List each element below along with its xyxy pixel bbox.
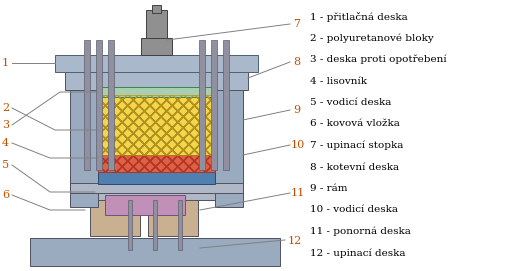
- Bar: [223, 40, 229, 170]
- Bar: [30, 238, 280, 266]
- Text: 11: 11: [291, 188, 305, 198]
- Text: 10: 10: [291, 140, 305, 150]
- Text: 3: 3: [2, 120, 9, 130]
- Bar: [70, 82, 98, 207]
- Text: 1: 1: [2, 58, 9, 68]
- Text: 7: 7: [293, 19, 300, 29]
- Bar: [146, 10, 167, 55]
- Bar: [98, 95, 215, 155]
- Bar: [128, 200, 132, 250]
- Text: 4 - lisovník: 4 - lisovník: [310, 76, 367, 85]
- Text: 12: 12: [288, 236, 302, 246]
- Text: 11 - ponorná deska: 11 - ponorná deska: [310, 227, 411, 237]
- Text: 10 - vodicí deska: 10 - vodicí deska: [310, 205, 398, 215]
- Bar: [75, 190, 240, 200]
- Text: 9: 9: [293, 105, 300, 115]
- Text: 9 - rám: 9 - rám: [310, 184, 347, 193]
- Bar: [178, 200, 182, 250]
- Bar: [215, 82, 243, 207]
- Text: 4: 4: [2, 138, 9, 148]
- Bar: [98, 87, 215, 97]
- Bar: [65, 70, 248, 90]
- Text: 2: 2: [2, 103, 9, 113]
- Bar: [153, 200, 157, 250]
- Bar: [90, 198, 140, 236]
- Text: 6 - kovová vložka: 6 - kovová vložka: [310, 120, 400, 128]
- Text: 7 - upinací stopka: 7 - upinací stopka: [310, 141, 403, 150]
- Text: 8: 8: [293, 57, 300, 67]
- Bar: [98, 172, 215, 184]
- Text: 2 - polyuretanové bloky: 2 - polyuretanové bloky: [310, 34, 434, 43]
- Bar: [98, 95, 215, 155]
- Bar: [98, 155, 215, 172]
- Text: 8 - kotevní deska: 8 - kotevní deska: [310, 163, 399, 172]
- Bar: [141, 38, 172, 55]
- Bar: [152, 5, 161, 13]
- Text: 12 - upinací deska: 12 - upinací deska: [310, 249, 405, 258]
- Text: 5: 5: [2, 160, 9, 170]
- Text: 5 - vodicí deska: 5 - vodicí deska: [310, 98, 391, 107]
- Bar: [199, 40, 205, 170]
- Bar: [211, 40, 217, 170]
- Text: 1 - přitlačná deska: 1 - přitlačná deska: [310, 12, 408, 22]
- Bar: [105, 195, 185, 215]
- Bar: [55, 55, 258, 72]
- Bar: [108, 40, 114, 170]
- Bar: [70, 183, 243, 193]
- Bar: [98, 155, 215, 172]
- Bar: [96, 40, 102, 170]
- Bar: [148, 198, 198, 236]
- Bar: [84, 40, 90, 170]
- Text: 3 - deska proti opotřebení: 3 - deska proti opotřebení: [310, 55, 447, 64]
- Text: 6: 6: [2, 190, 9, 200]
